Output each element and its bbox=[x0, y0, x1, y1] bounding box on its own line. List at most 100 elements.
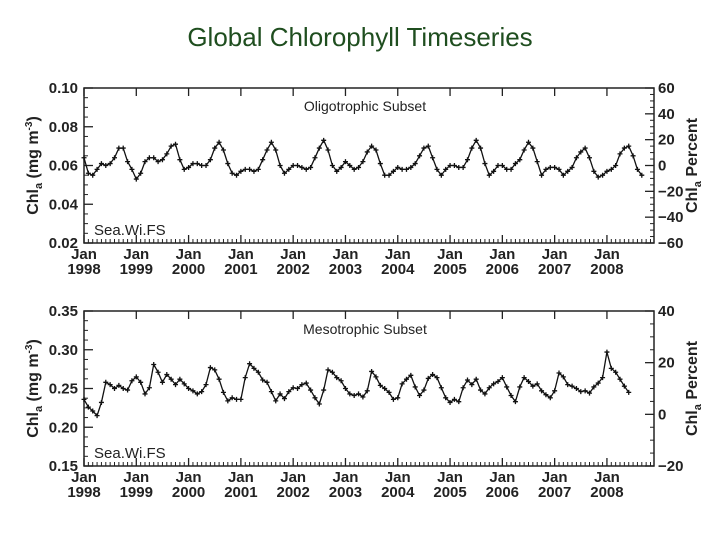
data-point bbox=[120, 145, 126, 151]
data-point bbox=[421, 387, 427, 393]
y2-axis-label: Chla Percent bbox=[684, 340, 704, 436]
data-point bbox=[369, 143, 375, 149]
data-point bbox=[251, 168, 257, 174]
data-point bbox=[408, 372, 414, 378]
data-point bbox=[321, 137, 327, 143]
data-point bbox=[112, 386, 118, 391]
x-tick-year: 2003 bbox=[329, 261, 362, 278]
data-point bbox=[334, 375, 340, 381]
data-point bbox=[242, 166, 248, 172]
data-point bbox=[347, 391, 353, 397]
x-tick-month: Jan bbox=[542, 469, 568, 486]
data-point bbox=[364, 149, 370, 155]
y2-tick-label: 40 bbox=[658, 303, 675, 320]
data-point bbox=[164, 151, 170, 157]
x-tick-month: Jan bbox=[542, 246, 568, 263]
y2-tick-label: 20 bbox=[658, 132, 675, 149]
data-point bbox=[212, 367, 218, 373]
data-point bbox=[438, 172, 444, 178]
data-point bbox=[168, 376, 174, 382]
data-point bbox=[312, 155, 318, 161]
data-point bbox=[142, 159, 148, 165]
data-point bbox=[199, 389, 205, 395]
x-tick-month: Jan bbox=[594, 246, 620, 263]
data-point bbox=[290, 385, 296, 391]
data-point bbox=[238, 168, 244, 174]
data-point bbox=[316, 145, 322, 151]
x-tick-month: Jan bbox=[594, 469, 620, 486]
data-point bbox=[464, 377, 470, 383]
data-point bbox=[582, 388, 588, 394]
x-tick-month: Jan bbox=[333, 469, 359, 486]
data-point bbox=[565, 382, 571, 388]
data-point bbox=[247, 166, 253, 172]
data-point bbox=[386, 172, 392, 178]
data-point bbox=[277, 391, 283, 397]
data-point bbox=[308, 387, 314, 393]
data-point bbox=[447, 399, 453, 405]
data-point bbox=[220, 389, 226, 395]
data-point bbox=[595, 380, 601, 386]
data-point bbox=[373, 374, 379, 380]
data-point bbox=[273, 398, 279, 404]
data-point bbox=[103, 163, 109, 168]
data-point bbox=[486, 172, 492, 178]
x-tick-year: 2006 bbox=[486, 261, 519, 278]
data-point bbox=[604, 349, 610, 355]
data-point bbox=[560, 374, 566, 380]
y-axis-label: Chla (mg m-3) bbox=[24, 116, 45, 215]
y-tick-label: 0.20 bbox=[49, 419, 78, 436]
data-point bbox=[425, 143, 431, 149]
data-point bbox=[290, 163, 296, 168]
y2-axis-label: Chla Percent bbox=[684, 117, 704, 213]
page-title: Global Chlorophyll Timeseries bbox=[187, 22, 533, 52]
x-tick-month: Jan bbox=[437, 246, 463, 263]
data-point bbox=[573, 155, 579, 161]
y2-tick-label: −20 bbox=[658, 183, 683, 200]
data-point bbox=[460, 385, 466, 391]
data-point bbox=[277, 163, 283, 168]
data-point bbox=[299, 382, 305, 388]
data-point bbox=[342, 159, 348, 165]
x-tick-month: Jan bbox=[333, 246, 359, 263]
data-point bbox=[412, 161, 418, 167]
x-tick-year: 2006 bbox=[486, 484, 519, 501]
data-point bbox=[587, 155, 593, 161]
series-line bbox=[83, 351, 630, 417]
data-point bbox=[578, 149, 584, 155]
data-point bbox=[308, 164, 314, 170]
data-point bbox=[347, 163, 353, 168]
data-point bbox=[199, 163, 205, 168]
data-point bbox=[316, 401, 322, 407]
data-point bbox=[525, 139, 531, 145]
data-point bbox=[255, 166, 261, 172]
data-point bbox=[399, 166, 405, 172]
data-point bbox=[181, 166, 187, 172]
data-point bbox=[312, 395, 318, 401]
data-point bbox=[591, 384, 597, 390]
data-point bbox=[125, 159, 131, 165]
data-point bbox=[456, 164, 462, 170]
data-point bbox=[98, 399, 104, 405]
data-point bbox=[268, 139, 274, 145]
data-point bbox=[351, 166, 357, 172]
data-point bbox=[552, 164, 558, 170]
data-point bbox=[525, 379, 531, 385]
data-point bbox=[173, 382, 179, 388]
data-point bbox=[403, 166, 409, 172]
data-point bbox=[556, 166, 562, 172]
data-point bbox=[504, 166, 510, 172]
data-point bbox=[325, 367, 331, 373]
y-tick-label: 0.02 bbox=[49, 235, 78, 252]
data-point bbox=[408, 164, 414, 170]
data-point bbox=[608, 365, 614, 371]
y2-tick-label: 60 bbox=[658, 80, 675, 97]
x-tick-month: Jan bbox=[280, 246, 306, 263]
data-point bbox=[90, 408, 96, 414]
data-point bbox=[225, 398, 231, 404]
data-point bbox=[443, 166, 449, 172]
data-point bbox=[508, 392, 514, 398]
data-point bbox=[321, 387, 327, 393]
x-tick-year: 2001 bbox=[224, 484, 257, 501]
data-point bbox=[325, 147, 331, 153]
